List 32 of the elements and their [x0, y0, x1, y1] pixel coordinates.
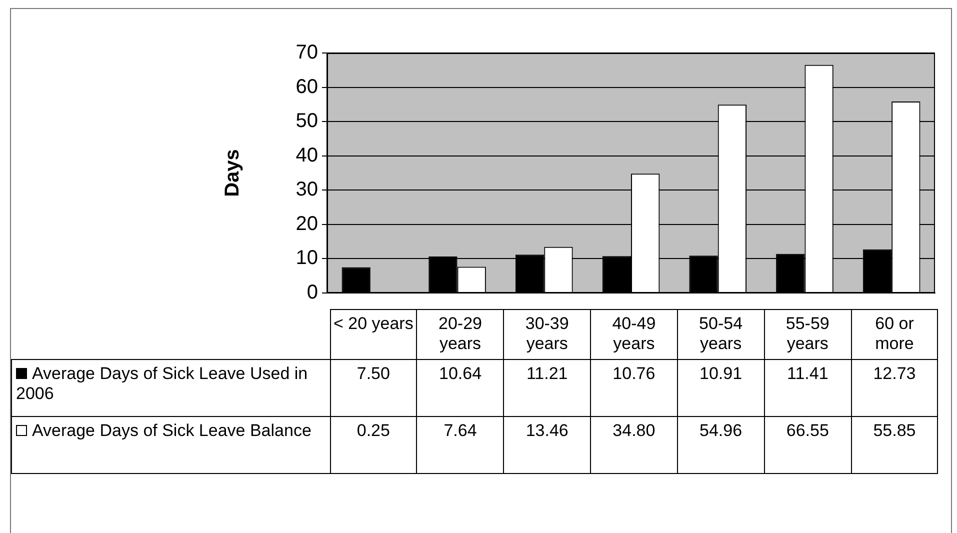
x-tick-label: 50-54 years — [677, 310, 764, 360]
legend-label: Average Days of Sick Leave Used in 2006 — [16, 364, 308, 403]
data-label: 0.25 — [330, 416, 417, 474]
y-tick-label: 30 — [296, 178, 318, 201]
data-label: 54.96 — [677, 416, 764, 474]
data-label: 66.55 — [764, 416, 852, 474]
x-tick-label: 60 or more — [851, 310, 938, 360]
data-label: 11.21 — [504, 360, 591, 416]
y-tick-label: 60 — [296, 76, 318, 98]
y-tick-label: 0 — [306, 282, 318, 304]
y-tick-label: 20 — [296, 212, 318, 235]
y-tick-label: 40 — [296, 144, 318, 166]
data-label: 7.50 — [330, 360, 417, 416]
x-tick-label: 40-49 years — [590, 310, 678, 360]
data-label: 11.41 — [764, 360, 852, 416]
data-label: 7.64 — [416, 416, 504, 474]
data-label: 10.64 — [416, 360, 504, 416]
data-label: 10.76 — [590, 360, 678, 416]
y-tick-label: 50 — [296, 110, 318, 132]
data-label: 55.85 — [851, 416, 938, 474]
data-label: 13.46 — [504, 416, 591, 474]
y-axis-title: Days — [222, 149, 244, 197]
y-tick-label: 10 — [296, 247, 318, 270]
data-label: 34.80 — [590, 416, 678, 474]
x-tick-label: < 20 years — [330, 310, 417, 360]
data-label: 10.91 — [677, 360, 764, 416]
x-tick-label: 55-59 years — [764, 310, 852, 360]
legend-label: Average Days of Sick Leave Balance — [32, 421, 312, 440]
y-tick-label: 70 — [296, 42, 318, 64]
x-tick-label: 30-39 years — [504, 310, 591, 360]
data-label: 12.73 — [851, 360, 938, 416]
x-tick-label: 20-29 years — [416, 310, 504, 360]
